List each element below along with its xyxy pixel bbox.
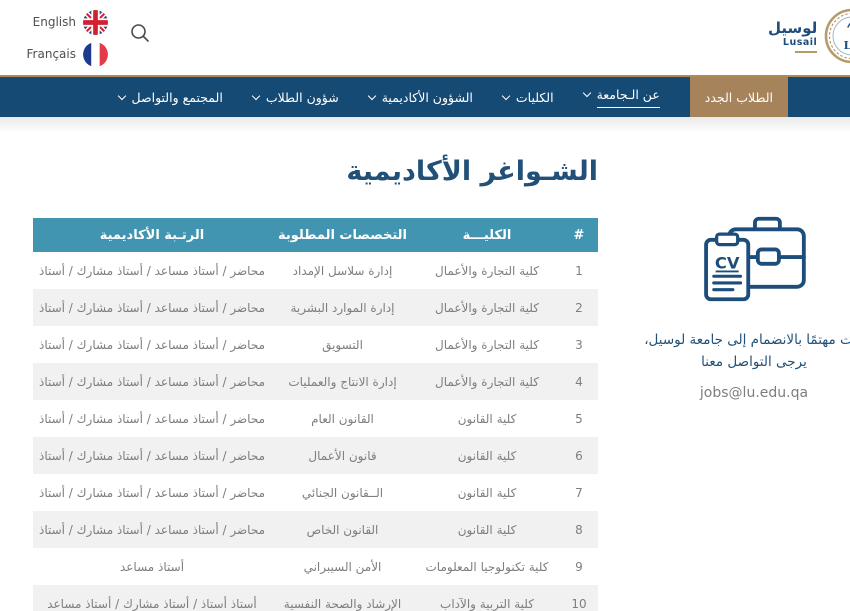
university-logo[interactable]: LU لوسيل Lusail (768, 8, 850, 64)
table-row: 10 كلية التربية والآداب الإرشاد والصحة الن… (33, 585, 598, 611)
jobs-email-link[interactable]: jobs@lu.edu.qa (699, 385, 809, 401)
contact-text-line1: كنت مهتمًا بالانضمام إلى جامعة لوسيل، (644, 332, 850, 348)
chevron-down-icon (117, 91, 126, 100)
col-header-college: الكليـــة (414, 218, 560, 252)
table-row: 8 كلية القانون القانون الخاص محاضر / أستاذ … (33, 511, 598, 548)
col-header-academic-rank: الرتـبة الأكاديمية (33, 218, 271, 252)
nav-item-academic-affairs[interactable]: الشؤون الأكاديمية (367, 90, 473, 105)
nav-item-student-affairs[interactable]: شؤون الطلاب (251, 90, 339, 105)
brand-name-english: Lusail (782, 36, 818, 48)
contact-sidebar: CV كنت مهتمًا بالانضمام إلى جامعة لوسيل،… (618, 213, 850, 401)
main-navbar: الطلاب الجدد عن الـجامعة الكليات الشؤون … (0, 75, 850, 133)
language-english-label: English (32, 15, 76, 29)
col-header-specializations: التخصصات المطلوبة (271, 218, 414, 252)
language-francais-label: Français (26, 47, 76, 61)
nav-item-about-university[interactable]: عن الـجامعة (582, 87, 660, 108)
university-seal-icon: LU (825, 8, 850, 64)
chevron-down-icon (367, 91, 376, 100)
table-row: 6 كلية القانون قانون الأعمال محاضر / أستاذ … (33, 437, 598, 474)
brand-dash (795, 50, 818, 53)
brand-name-arabic: لوسيل (768, 19, 818, 37)
logo-monogram: LU (844, 39, 850, 52)
vacancies-table: # الكليـــة التخصصات المطلوبة الرتـبة ال… (33, 218, 598, 611)
table-header-row: # الكليـــة التخصصات المطلوبة الرتـبة ال… (33, 218, 598, 252)
uk-flag-icon (83, 9, 108, 35)
nav-item-community-outreach[interactable]: المجتمع والتواصل (117, 90, 223, 105)
language-english[interactable]: English (30, 6, 108, 38)
france-flag-icon (83, 41, 108, 67)
contact-text-line2: يرجى التواصل معنا (701, 354, 807, 370)
table-row: 7 كلية القانون الــقانون الجنائي محاضر / أس… (38, 485, 583, 500)
cv-briefcase-icon: CV (699, 213, 809, 309)
search-icon (131, 24, 149, 42)
search-button[interactable] (129, 23, 151, 45)
nav-item-colleges[interactable]: الكليات (501, 90, 554, 105)
table-row: 5 كلية القانون القانون العام محاضر / أستاذ … (38, 411, 583, 426)
table-row: 1 كلية التجارة والأعمال إدارة سلاسل الإمدا… (38, 263, 583, 278)
table-row: 3 كلية التجارة والأعمال التسويق محاضر / أست… (38, 337, 583, 352)
chevron-down-icon (501, 91, 511, 100)
new-students-button[interactable]: الطلاب الجدد (689, 77, 788, 117)
chevron-down-icon (251, 91, 261, 100)
col-header-number: # (560, 218, 598, 252)
chevron-down-icon (582, 88, 591, 97)
page-title: الشـواغر الأكاديمية (346, 156, 598, 187)
top-header: English Français (0, 0, 850, 75)
logo-brand-text: لوسيل Lusail (768, 8, 818, 53)
language-switcher: English Français (26, 6, 108, 70)
table-row: 9 كلية تكنولوجيا المعلومات الأمن السيبراني… (119, 559, 583, 574)
language-francais[interactable]: Français (26, 38, 108, 70)
table-row: 4 كلية التجارة والأعمال إدارة الانتاج والع… (33, 363, 598, 400)
cv-badge-label: CV (715, 254, 740, 273)
table-row: 2 كلية التجارة والأعمال إدارة الموارد البش… (33, 289, 598, 326)
